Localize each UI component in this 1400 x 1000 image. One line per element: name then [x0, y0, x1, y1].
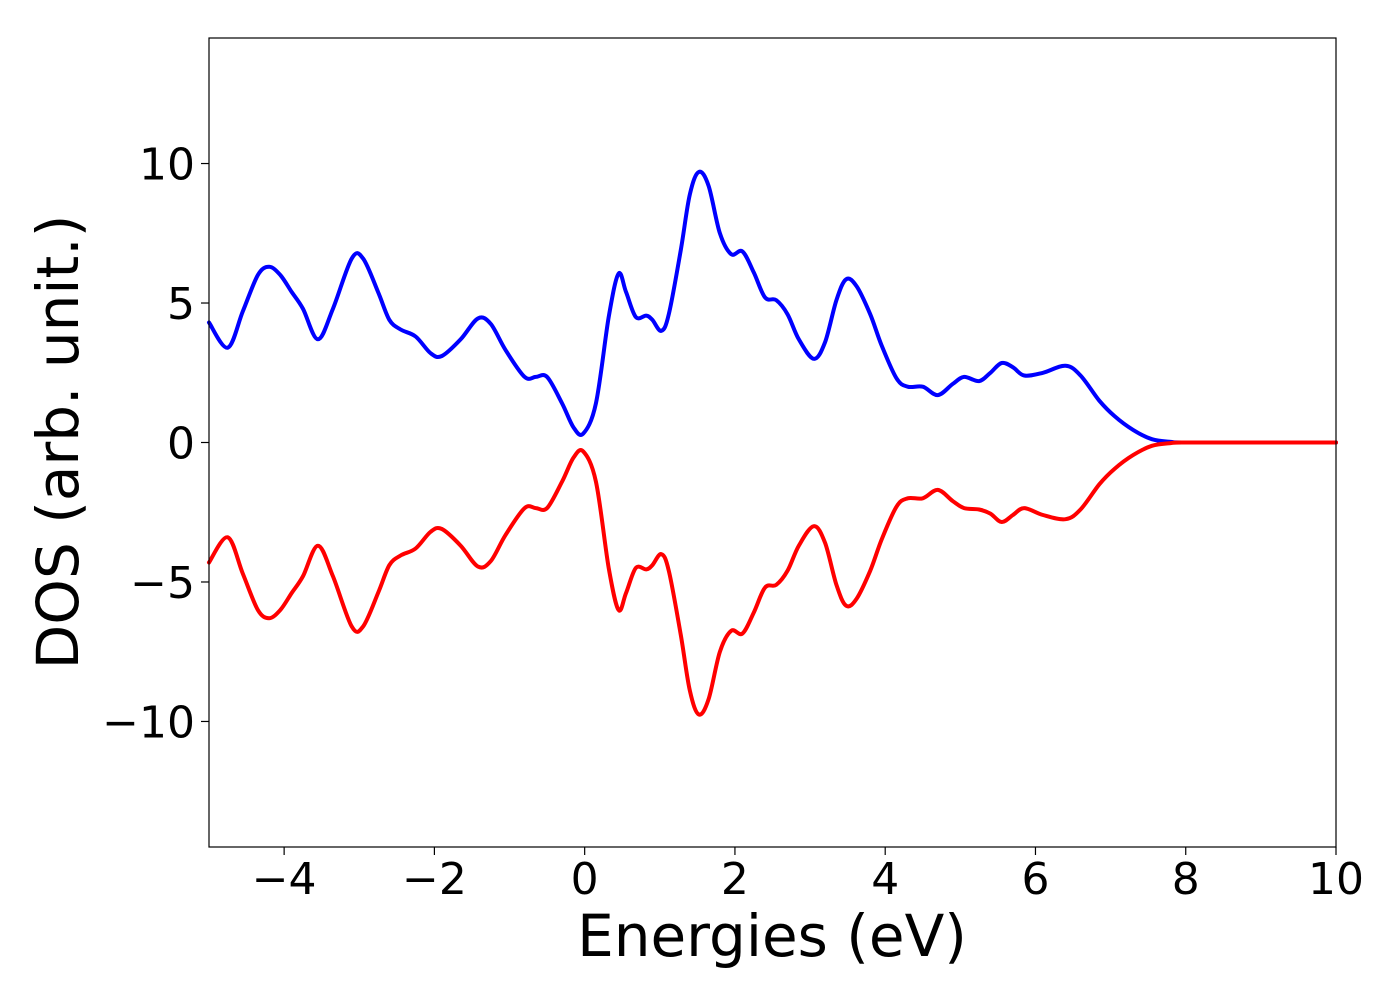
plot-frame: [208, 37, 1337, 848]
dos-line-negative: [207, 440, 1338, 717]
dos-line-positive: [207, 169, 1338, 445]
x-tick-label: 0: [571, 854, 599, 905]
y-tick-label: −5: [130, 558, 195, 609]
y-tick-label: 0: [167, 419, 195, 470]
x-tick-label: 6: [1021, 854, 1049, 905]
y-tick-label: 5: [167, 279, 195, 330]
x-axis-ticks: −4 −2 0 2 4 6 8 10: [252, 847, 1364, 905]
y-axis-ticks: −10 −5 0 5 10: [102, 140, 209, 748]
x-tick-label: −4: [252, 854, 317, 905]
y-tick-label: 10: [139, 140, 195, 191]
x-axis-label: Energies (eV): [577, 902, 967, 970]
y-axis-label: DOS (arb. unit.): [24, 215, 92, 670]
x-tick-label: 8: [1172, 854, 1200, 905]
x-tick-label: 4: [871, 854, 899, 905]
y-tick-label: −10: [102, 697, 195, 748]
x-tick-label: −2: [402, 854, 467, 905]
x-tick-label: 2: [721, 854, 749, 905]
series-layer: [207, 169, 1338, 717]
x-tick-label: 10: [1308, 854, 1364, 905]
